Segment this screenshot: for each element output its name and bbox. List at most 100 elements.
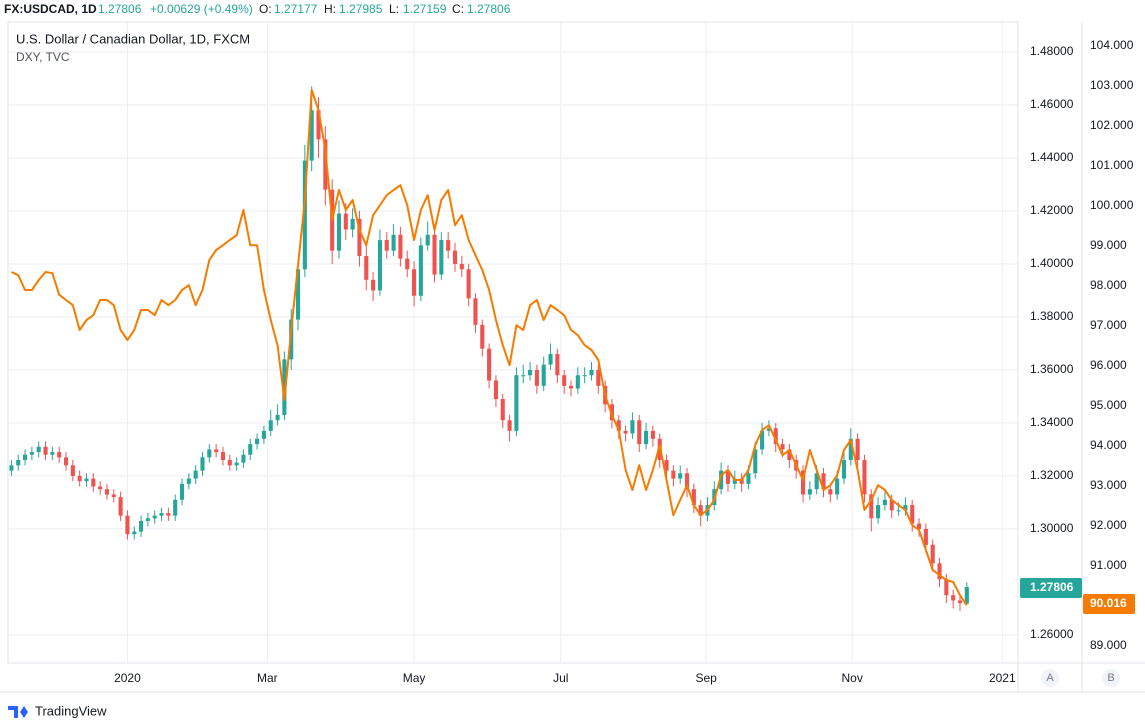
candle-body: [575, 375, 580, 389]
candle-body: [555, 354, 560, 376]
candle-body: [684, 473, 690, 490]
x-tick-label: Mar: [257, 671, 278, 685]
candle-body: [220, 452, 226, 461]
candle-body: [678, 473, 683, 479]
brand[interactable]: TradingView: [35, 703, 107, 718]
candle-body: [282, 359, 287, 415]
candle-body: [725, 470, 731, 484]
ohlc-label: L:: [389, 2, 399, 16]
overlay-label: 90.016: [1090, 596, 1127, 610]
y2-tick-label: 95.000: [1090, 398, 1127, 412]
candle-body: [139, 520, 144, 532]
candle-body: [760, 430, 765, 450]
last-price: 1.27806: [98, 2, 142, 16]
candle-body: [405, 258, 410, 270]
y-tick-label: 1.46000: [1030, 97, 1074, 111]
candle-body: [364, 255, 369, 280]
candle-body: [132, 531, 137, 535]
candle-body: [295, 269, 301, 320]
x-tick-label: Jul: [553, 671, 568, 685]
candle-body: [43, 446, 48, 455]
candle-body: [500, 399, 505, 421]
candle-body: [91, 478, 96, 487]
candle-body: [111, 494, 116, 498]
scale-button-label[interactable]: B: [1107, 672, 1114, 684]
y2-tick-label: 92.000: [1090, 518, 1127, 532]
candle-body: [691, 489, 696, 506]
scale-button[interactable]: [1041, 669, 1059, 687]
y2-tick-label: 94.000: [1090, 438, 1127, 452]
candle-body: [862, 460, 867, 495]
y2-tick-label: 103.000: [1090, 78, 1134, 92]
candle-body: [671, 470, 676, 479]
candle-body: [104, 489, 109, 495]
candle-body: [309, 110, 314, 161]
candle-body: [166, 513, 171, 516]
candle-body: [480, 324, 485, 349]
candle-body: [179, 483, 185, 500]
candle-body: [869, 494, 874, 519]
candle-body: [787, 449, 792, 461]
candle-body: [753, 449, 758, 474]
candle-body: [214, 449, 219, 453]
candle-body: [528, 369, 533, 376]
ohlc-value: 1.27177: [274, 2, 318, 16]
scale-button[interactable]: [1102, 669, 1120, 687]
scale-button-label[interactable]: A: [1046, 672, 1054, 684]
candle-body: [951, 595, 956, 601]
candle-body: [835, 478, 840, 495]
y2-tick-label: 101.000: [1090, 158, 1134, 172]
candle-body: [487, 348, 492, 381]
candle-body: [910, 505, 915, 524]
candle-body: [514, 375, 519, 431]
candle-body: [780, 444, 785, 450]
candle-body: [541, 364, 546, 386]
ohlc-value: 1.27985: [339, 2, 383, 16]
candle-body: [944, 579, 949, 596]
y-tick-label: 1.38000: [1030, 309, 1074, 323]
candle-body: [766, 428, 771, 431]
brand-logo[interactable]: [8, 706, 28, 718]
candle-body: [261, 430, 266, 439]
candle-body: [473, 298, 478, 325]
candle-body: [882, 499, 887, 506]
candle-body: [507, 420, 512, 431]
x-tick-label: May: [403, 671, 426, 685]
candle-body: [562, 375, 567, 386]
candle-body: [903, 505, 908, 511]
candle-body: [957, 600, 963, 604]
candle-body: [207, 449, 212, 458]
y2-tick-label: 97.000: [1090, 318, 1127, 332]
candle-body: [227, 460, 232, 466]
marks: [9, 86, 969, 612]
y-tick-label: 1.32000: [1030, 468, 1074, 482]
y2-tick-label: 98.000: [1090, 278, 1127, 292]
ohlc-label: H:: [324, 2, 336, 16]
overlay-line: [10, 89, 968, 606]
candle-body: [814, 473, 819, 490]
candle-body: [16, 460, 21, 466]
candle-body: [521, 375, 526, 377]
x-tick-label: Nov: [841, 671, 862, 685]
candle-body: [650, 430, 655, 439]
x-tick-label: 2021: [989, 671, 1016, 685]
overlay-label-box: [1083, 594, 1135, 614]
candle-body: [746, 473, 751, 484]
y2-tick-label: 102.000: [1090, 118, 1134, 132]
candle-body: [36, 446, 41, 453]
candle-body: [371, 279, 376, 291]
candle-body: [800, 470, 806, 495]
y-tick-label: 1.48000: [1030, 44, 1074, 58]
y2-tick-label: 93.000: [1090, 478, 1127, 492]
candle-body: [193, 470, 198, 479]
overlay-legend: DXY, TVC: [16, 50, 70, 64]
candle-body: [77, 475, 82, 482]
y-tick-label: 1.34000: [1030, 415, 1074, 429]
candle-body: [773, 428, 778, 445]
candle-body: [548, 354, 553, 365]
candle-body: [446, 240, 451, 251]
candle-body: [234, 462, 239, 466]
y2-tick-label: 91.000: [1090, 558, 1127, 572]
candle-body: [118, 497, 123, 516]
